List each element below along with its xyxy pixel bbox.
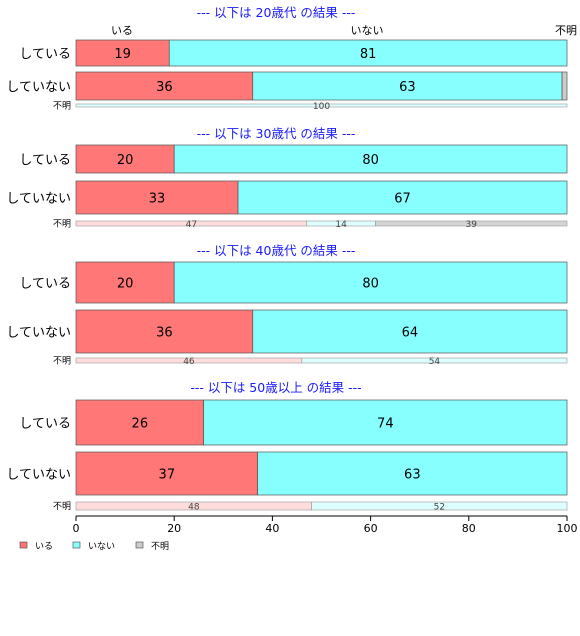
category-label: 不明: [53, 101, 71, 112]
x-tick-label: 60: [364, 522, 378, 535]
bar-segment: [75, 144, 175, 174]
bar-segment: [75, 399, 205, 446]
data-label: 80: [362, 153, 379, 168]
bar-segment: [561, 71, 568, 101]
legend-label: いる: [35, 541, 53, 552]
category-label: している: [19, 417, 71, 432]
data-label: 19: [114, 47, 131, 62]
bar-segment: [301, 357, 568, 364]
legend-label: いない: [88, 541, 115, 552]
x-tick-label: 40: [265, 522, 279, 535]
bar-segment: [173, 144, 568, 174]
x-tick-label: 80: [462, 522, 476, 535]
bar-segment: [75, 39, 170, 67]
category-label: していない: [6, 80, 71, 95]
data-label: 80: [362, 277, 379, 292]
data-label: 36: [156, 80, 173, 95]
data-label: 81: [360, 47, 377, 62]
group-title: --- 以下は 30歳代 の結果 ---: [197, 126, 356, 141]
data-label: 63: [399, 80, 416, 95]
data-label: 67: [394, 192, 411, 207]
legend-swatch: [72, 541, 81, 549]
bar-segment: [173, 261, 568, 304]
category-label: 不明: [53, 219, 71, 230]
column-header-0: いる: [111, 24, 133, 37]
group-title: --- 以下は 50歳以上 の結果 ---: [190, 380, 361, 395]
data-label: 100: [313, 102, 330, 112]
bar-segment: [311, 501, 568, 511]
x-tick-label: 0: [73, 522, 80, 535]
category-label: している: [19, 153, 71, 168]
category-label: 不明: [53, 501, 71, 512]
bar-segment: [75, 451, 259, 496]
data-label: 37: [159, 468, 176, 483]
bar-segment: [237, 180, 568, 215]
data-label: 33: [149, 192, 166, 207]
data-label: 64: [402, 326, 419, 341]
bar-segment: [75, 180, 239, 215]
bar-segment: [252, 71, 563, 101]
data-label: 36: [156, 326, 173, 341]
category-label: している: [19, 277, 71, 292]
data-label: 74: [377, 417, 394, 432]
bar-segment: [257, 451, 568, 496]
data-label: 14: [335, 220, 347, 230]
data-label: 26: [132, 417, 149, 432]
x-tick-label: 100: [557, 522, 578, 535]
column-header-2: 不明: [555, 24, 577, 37]
bar-segment: [168, 39, 568, 67]
legend-label: 不明: [151, 541, 169, 552]
data-label: 39: [466, 220, 478, 230]
data-label: 20: [117, 277, 134, 292]
category-label: している: [19, 47, 71, 62]
x-tick-label: 20: [167, 522, 181, 535]
bar-segment: [203, 399, 568, 446]
category-label: していない: [6, 326, 71, 341]
bar-segment: [252, 309, 568, 354]
bar-segment: [375, 220, 568, 227]
legend-swatch: [135, 541, 144, 549]
group-title: --- 以下は 40歳代 の結果 ---: [197, 243, 356, 258]
data-label: 54: [429, 357, 441, 367]
category-label: していない: [6, 192, 71, 207]
column-header-1: いない: [351, 24, 384, 37]
data-label: 63: [404, 468, 421, 483]
bar-segment: [75, 71, 254, 101]
bar-segment: [75, 103, 568, 108]
category-label: 不明: [53, 356, 71, 367]
category-label: していない: [6, 468, 71, 483]
data-label: 48: [188, 503, 200, 513]
data-label: 47: [186, 220, 197, 230]
bar-segment: [75, 309, 254, 354]
data-label: 46: [183, 357, 195, 367]
group-title: --- 以下は 20歳代 の結果 ---: [197, 5, 356, 20]
data-label: 52: [434, 503, 445, 513]
legend-swatch: [19, 541, 28, 549]
data-label: 20: [117, 153, 134, 168]
